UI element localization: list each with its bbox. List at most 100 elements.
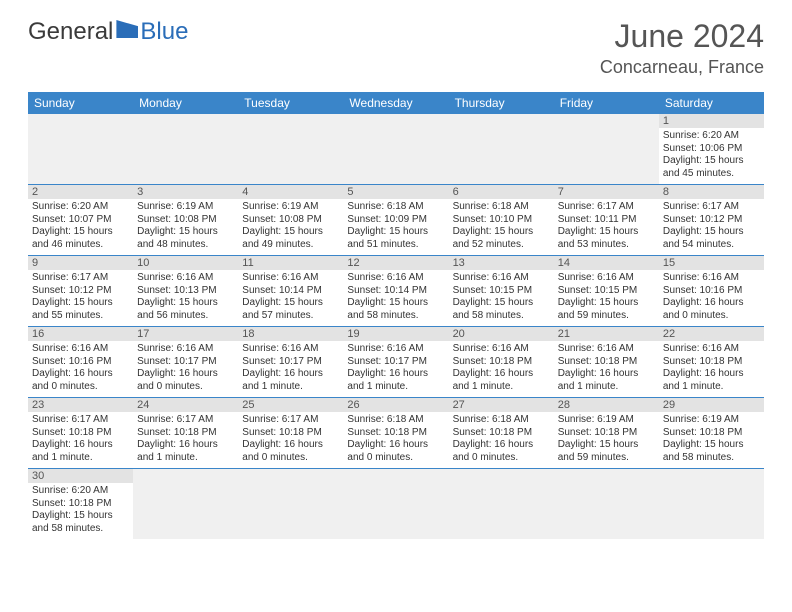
day-day2: and 46 minutes.: [32, 239, 129, 252]
day-number: 24: [133, 398, 238, 412]
day-sunset: Sunset: 10:12 PM: [32, 285, 129, 298]
day-cell: 30Sunrise: 6:20 AMSunset: 10:18 PMDaylig…: [28, 469, 133, 539]
day-day2: and 1 minute.: [242, 381, 339, 394]
logo-text-blue: Blue: [140, 18, 188, 46]
day-number: 12: [343, 256, 448, 270]
location: Concarneau, France: [600, 57, 764, 78]
week-row: 9Sunrise: 6:17 AMSunset: 10:12 PMDayligh…: [28, 256, 764, 327]
day-cell: 2Sunrise: 6:20 AMSunset: 10:07 PMDayligh…: [28, 185, 133, 255]
day-cell-blank: [238, 469, 343, 539]
day-number: 9: [28, 256, 133, 270]
day-cell: 5Sunrise: 6:18 AMSunset: 10:09 PMDayligh…: [343, 185, 448, 255]
day-cell-blank: [343, 114, 448, 184]
day-day1: Daylight: 16 hours: [32, 439, 129, 452]
day-sunset: Sunset: 10:16 PM: [32, 356, 129, 369]
day-day2: and 58 minutes.: [347, 310, 444, 323]
day-sunrise: Sunrise: 6:16 AM: [347, 343, 444, 356]
day-day1: Daylight: 15 hours: [32, 297, 129, 310]
day-sunset: Sunset: 10:17 PM: [137, 356, 234, 369]
day-day1: Daylight: 15 hours: [137, 297, 234, 310]
day-sunset: Sunset: 10:18 PM: [453, 427, 550, 440]
day-sunset: Sunset: 10:15 PM: [558, 285, 655, 298]
day-day2: and 57 minutes.: [242, 310, 339, 323]
day-number: 27: [449, 398, 554, 412]
day-day2: and 53 minutes.: [558, 239, 655, 252]
day-cell: 8Sunrise: 6:17 AMSunset: 10:12 PMDayligh…: [659, 185, 764, 255]
day-cell: 14Sunrise: 6:16 AMSunset: 10:15 PMDaylig…: [554, 256, 659, 326]
day-cell-blank: [133, 469, 238, 539]
day-day2: and 1 minute.: [558, 381, 655, 394]
day-day1: Daylight: 15 hours: [558, 297, 655, 310]
day-day2: and 1 minute.: [663, 381, 760, 394]
day-day1: Daylight: 15 hours: [453, 297, 550, 310]
day-sunset: Sunset: 10:15 PM: [453, 285, 550, 298]
logo-text-dark: General: [28, 18, 113, 46]
day-cell: 6Sunrise: 6:18 AMSunset: 10:10 PMDayligh…: [449, 185, 554, 255]
day-day2: and 56 minutes.: [137, 310, 234, 323]
day-number: 4: [238, 185, 343, 199]
day-sunset: Sunset: 10:06 PM: [663, 143, 760, 156]
day-cell: 16Sunrise: 6:16 AMSunset: 10:16 PMDaylig…: [28, 327, 133, 397]
day-sunset: Sunset: 10:14 PM: [242, 285, 339, 298]
day-sunrise: Sunrise: 6:18 AM: [453, 414, 550, 427]
day-cell-blank: [343, 469, 448, 539]
day-cell-blank: [28, 114, 133, 184]
day-day2: and 0 minutes.: [347, 452, 444, 465]
day-day1: Daylight: 15 hours: [347, 297, 444, 310]
day-sunset: Sunset: 10:18 PM: [663, 427, 760, 440]
day-cell: 19Sunrise: 6:16 AMSunset: 10:17 PMDaylig…: [343, 327, 448, 397]
day-day1: Daylight: 15 hours: [32, 226, 129, 239]
day-day1: Daylight: 16 hours: [453, 368, 550, 381]
day-sunrise: Sunrise: 6:17 AM: [32, 272, 129, 285]
day-cell: 12Sunrise: 6:16 AMSunset: 10:14 PMDaylig…: [343, 256, 448, 326]
month-title: June 2024: [600, 18, 764, 55]
weeks-container: 1Sunrise: 6:20 AMSunset: 10:06 PMDayligh…: [28, 114, 764, 539]
day-number: 20: [449, 327, 554, 341]
day-sunrise: Sunrise: 6:16 AM: [242, 272, 339, 285]
day-sunset: Sunset: 10:18 PM: [32, 498, 129, 511]
day-sunrise: Sunrise: 6:16 AM: [663, 272, 760, 285]
day-day1: Daylight: 16 hours: [347, 439, 444, 452]
day-day1: Daylight: 16 hours: [32, 368, 129, 381]
day-day2: and 1 minute.: [347, 381, 444, 394]
day-number: 11: [238, 256, 343, 270]
day-number: 3: [133, 185, 238, 199]
day-cell: 13Sunrise: 6:16 AMSunset: 10:15 PMDaylig…: [449, 256, 554, 326]
day-sunrise: Sunrise: 6:19 AM: [242, 201, 339, 214]
day-cell: 4Sunrise: 6:19 AMSunset: 10:08 PMDayligh…: [238, 185, 343, 255]
day-day2: and 0 minutes.: [32, 381, 129, 394]
day-day1: Daylight: 16 hours: [137, 439, 234, 452]
logo-flag-icon: [116, 20, 138, 38]
day-number: 28: [554, 398, 659, 412]
day-header-thu: Thursday: [449, 92, 554, 114]
day-day1: Daylight: 15 hours: [242, 226, 339, 239]
day-day1: Daylight: 16 hours: [453, 439, 550, 452]
day-sunset: Sunset: 10:12 PM: [663, 214, 760, 227]
day-day2: and 1 minute.: [32, 452, 129, 465]
day-sunset: Sunset: 10:18 PM: [242, 427, 339, 440]
day-day2: and 45 minutes.: [663, 168, 760, 181]
day-day2: and 58 minutes.: [32, 523, 129, 536]
day-cell: 17Sunrise: 6:16 AMSunset: 10:17 PMDaylig…: [133, 327, 238, 397]
day-day2: and 0 minutes.: [242, 452, 339, 465]
day-header-mon: Monday: [133, 92, 238, 114]
day-cell: 29Sunrise: 6:19 AMSunset: 10:18 PMDaylig…: [659, 398, 764, 468]
day-sunrise: Sunrise: 6:18 AM: [453, 201, 550, 214]
day-sunrise: Sunrise: 6:17 AM: [663, 201, 760, 214]
day-day1: Daylight: 15 hours: [137, 226, 234, 239]
day-day1: Daylight: 15 hours: [347, 226, 444, 239]
day-cell: 3Sunrise: 6:19 AMSunset: 10:08 PMDayligh…: [133, 185, 238, 255]
day-sunrise: Sunrise: 6:16 AM: [663, 343, 760, 356]
day-number: 14: [554, 256, 659, 270]
day-day1: Daylight: 16 hours: [242, 439, 339, 452]
day-day2: and 55 minutes.: [32, 310, 129, 323]
day-cell: 23Sunrise: 6:17 AMSunset: 10:18 PMDaylig…: [28, 398, 133, 468]
day-cell-blank: [659, 469, 764, 539]
day-sunrise: Sunrise: 6:16 AM: [32, 343, 129, 356]
day-day1: Daylight: 16 hours: [242, 368, 339, 381]
day-number: 25: [238, 398, 343, 412]
week-row: 2Sunrise: 6:20 AMSunset: 10:07 PMDayligh…: [28, 185, 764, 256]
day-header-wed: Wednesday: [343, 92, 448, 114]
day-day1: Daylight: 15 hours: [242, 297, 339, 310]
day-header-sat: Saturday: [659, 92, 764, 114]
